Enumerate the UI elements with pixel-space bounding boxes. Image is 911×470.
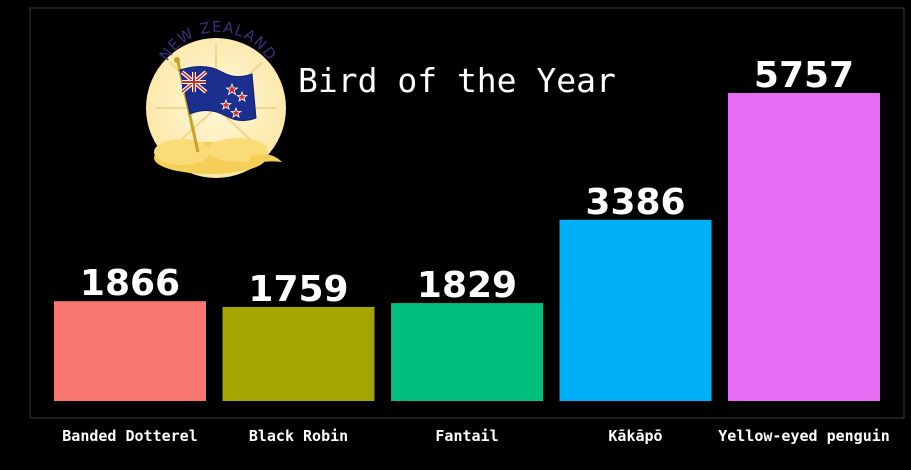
bar-value-label: 1829 bbox=[417, 265, 517, 306]
bar-value-label: 1866 bbox=[80, 263, 180, 304]
category-labels-group: Banded Dotterel Black Robin Fantail Kākāpō Y… bbox=[62, 427, 890, 445]
bars-group bbox=[54, 93, 880, 401]
chart-title: Bird of the Year bbox=[298, 61, 616, 100]
category-label: Fantail bbox=[435, 427, 498, 445]
bar-5 bbox=[728, 93, 880, 401]
category-label: Kākāpō bbox=[608, 427, 662, 445]
bar-value-label: 5757 bbox=[754, 55, 854, 96]
category-label: Yellow-eyed penguin bbox=[718, 427, 890, 445]
bar-1 bbox=[54, 301, 206, 401]
value-labels-group: 1866 1759 1829 3386 5757 bbox=[80, 55, 854, 310]
bar-3 bbox=[391, 303, 543, 401]
plot-panel bbox=[29, 7, 905, 419]
bar-value-label: 3386 bbox=[585, 182, 685, 223]
category-label: Black Robin bbox=[249, 427, 348, 445]
bar-value-label: 1759 bbox=[248, 269, 348, 310]
bar-4 bbox=[559, 219, 712, 401]
bar-2 bbox=[222, 306, 375, 401]
new-zealand-flag-badge-icon: NEW ZEALAND bbox=[146, 18, 286, 178]
category-label: Banded Dotterel bbox=[62, 427, 197, 445]
